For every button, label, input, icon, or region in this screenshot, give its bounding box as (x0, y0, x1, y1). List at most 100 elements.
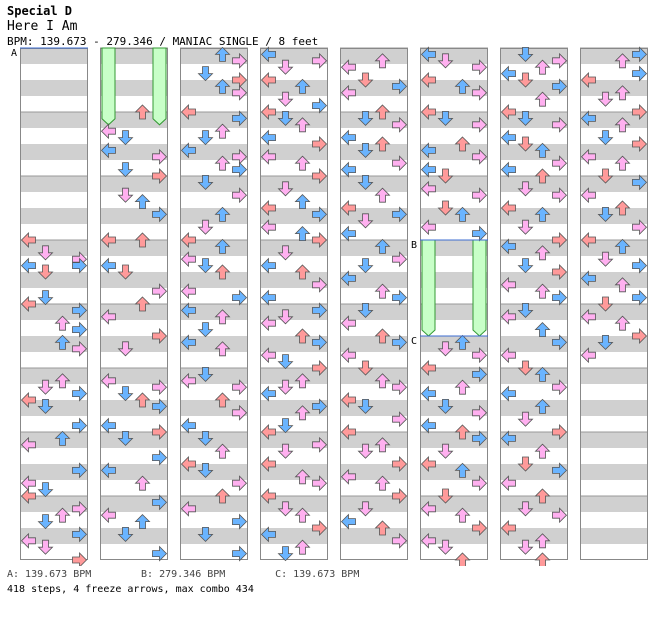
step-arrow (260, 456, 276, 472)
step-arrow (72, 462, 88, 479)
column-frame (180, 48, 248, 560)
step-arrow (197, 66, 214, 82)
step-arrow (632, 104, 648, 120)
beat-stripe (260, 496, 328, 512)
beat-stripe (340, 144, 408, 160)
beat-stripe (500, 176, 568, 192)
beat-stripe (260, 304, 328, 320)
step-arrow (534, 533, 551, 549)
step-arrow (260, 129, 276, 146)
step-arrow (517, 47, 534, 62)
step-arrow (552, 187, 568, 204)
step-arrow (517, 181, 534, 197)
step-arrow (214, 238, 231, 254)
step-arrow (472, 116, 488, 133)
freeze-arrow (472, 239, 487, 337)
step-arrow (197, 527, 214, 542)
step-arrow (260, 347, 276, 364)
beat-stripe (420, 304, 488, 320)
beat-stripe (100, 112, 168, 128)
beat-stripe (580, 240, 648, 256)
step-arrow (552, 232, 568, 248)
beat-stripe (580, 432, 648, 448)
step-arrow (340, 392, 356, 408)
beat-stripe (500, 80, 568, 96)
step-arrow (214, 46, 231, 62)
step-arrow (294, 194, 311, 210)
step-arrow (517, 219, 534, 235)
step-arrow (534, 168, 551, 184)
beat-stripe (420, 400, 488, 416)
step-arrow (534, 91, 551, 107)
step-arrow (534, 59, 551, 75)
step-arrow (374, 283, 391, 299)
step-arrow (552, 78, 568, 95)
step-arrow (357, 302, 374, 318)
beat-stripe (340, 400, 408, 416)
step-arrow (312, 136, 328, 152)
beat-stripe (500, 368, 568, 384)
step-arrow (312, 360, 328, 376)
step-arrow (152, 328, 168, 344)
beat-stripe (500, 496, 568, 512)
step-arrow (392, 456, 408, 472)
step-arrow (500, 161, 516, 178)
beat-stripe (100, 336, 168, 352)
beat-stripe (100, 304, 168, 320)
step-arrow (197, 462, 214, 478)
step-arrow (277, 501, 294, 517)
step-arrow (277, 91, 294, 107)
step-arrow (260, 200, 276, 216)
beat-stripe (580, 112, 648, 128)
step-arrow (500, 430, 516, 447)
step-arrow (632, 219, 648, 236)
step-arrow (260, 385, 276, 402)
beat-stripe (500, 208, 568, 224)
step-arrow (232, 110, 248, 127)
step-arrow (117, 162, 134, 178)
beat-stripe (580, 80, 648, 96)
step-arrow (54, 373, 71, 389)
step-arrow (197, 219, 214, 235)
step-arrow (517, 360, 534, 376)
step-arrow (552, 507, 568, 524)
step-arrow (214, 123, 231, 139)
step-arrow (260, 289, 276, 306)
beat-stripe (500, 304, 568, 320)
step-arrow (312, 302, 328, 319)
step-arrow (472, 84, 488, 101)
column-frame (580, 48, 648, 560)
step-arrow (294, 264, 311, 280)
step-arrow (197, 366, 214, 382)
step-arrow (312, 52, 328, 69)
step-arrow (534, 443, 551, 459)
step-arrow (20, 392, 36, 408)
step-arrow (420, 72, 436, 88)
beat-stripe (180, 336, 248, 352)
step-arrow (614, 85, 631, 101)
step-arrow (534, 206, 551, 222)
beat-stripe (420, 368, 488, 384)
step-arrow (392, 251, 408, 268)
beat-stripe (180, 272, 248, 288)
step-arrow (152, 494, 168, 511)
beat-stripe (100, 496, 168, 512)
beat-stripe (340, 368, 408, 384)
step-arrow (340, 468, 356, 485)
beat-stripe (180, 528, 248, 544)
step-arrow (517, 258, 534, 274)
step-arrow (534, 552, 551, 566)
step-arrow (277, 181, 294, 197)
step-arrow (552, 264, 568, 280)
step-arrow (180, 372, 196, 389)
step-arrow (534, 398, 551, 414)
step-arrow (152, 545, 168, 562)
beat-stripe (260, 80, 328, 96)
beat-stripe (260, 400, 328, 416)
column-frame (420, 48, 488, 560)
step-arrow (54, 334, 71, 350)
beat-stripe (420, 176, 488, 192)
step-arrow (454, 424, 471, 440)
beat-stripe (20, 176, 88, 192)
beat-stripe (340, 80, 408, 96)
